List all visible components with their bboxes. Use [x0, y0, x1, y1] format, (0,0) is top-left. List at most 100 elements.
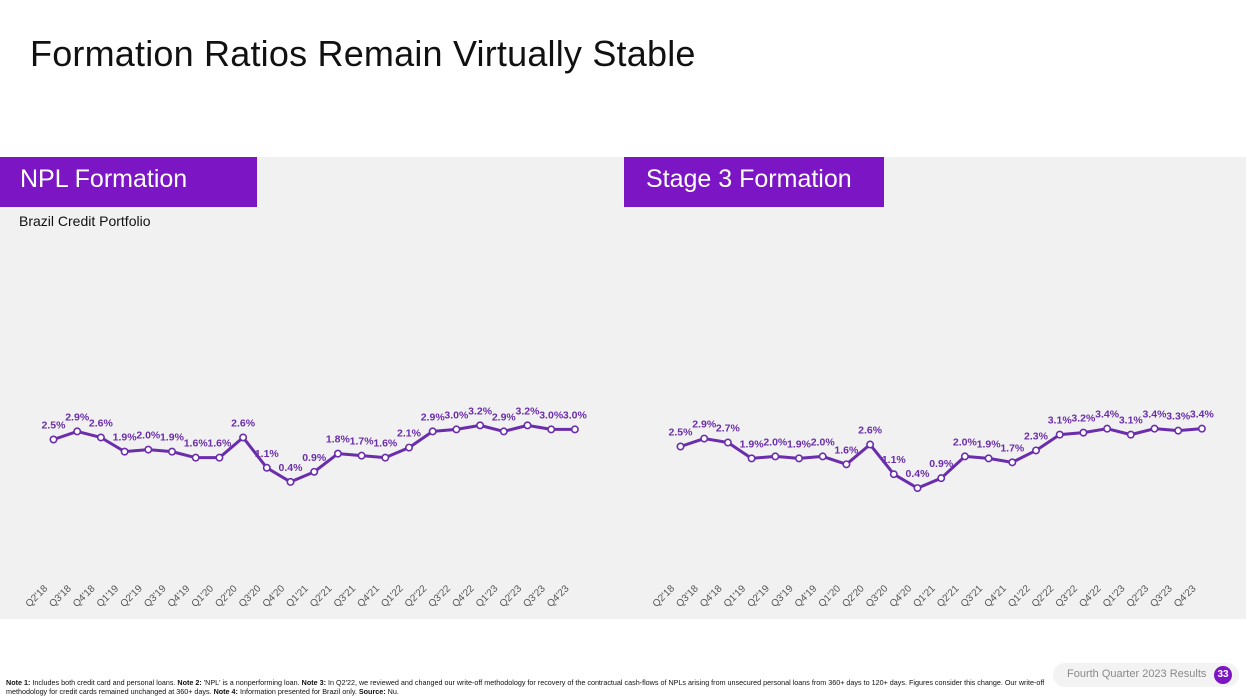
data-point: [476, 421, 485, 430]
data-label: 2.9%: [65, 411, 90, 423]
data-label: 1.9%: [160, 432, 185, 444]
x-tick-label: Q1'21: [284, 583, 311, 610]
x-tick-label: Q3'22: [1054, 583, 1081, 610]
x-tick-label: Q3'22: [427, 583, 454, 610]
data-point: [499, 427, 508, 436]
data-point: [96, 433, 105, 442]
data-label: 1.6%: [207, 438, 232, 450]
data-label: 1.7%: [1000, 442, 1025, 454]
data-point: [381, 453, 390, 462]
data-point: [570, 425, 579, 434]
data-point: [960, 452, 969, 461]
x-tick-label: Q1'23: [1101, 583, 1128, 610]
x-tick-label: Q1'22: [1006, 583, 1033, 610]
x-tick-label: Q2'21: [308, 583, 335, 610]
data-point: [215, 453, 224, 462]
x-tick-label: Q3'19: [769, 583, 796, 610]
x-tick-label: Q4'19: [166, 583, 193, 610]
data-label: 2.5%: [669, 427, 694, 439]
x-tick-label: Q4'23: [1172, 583, 1199, 610]
x-tick-label: Q2'23: [498, 583, 525, 610]
data-point: [700, 434, 709, 443]
data-point: [1055, 430, 1064, 439]
data-label: 1.1%: [255, 448, 280, 460]
data-point: [404, 443, 413, 452]
data-label: 3.1%: [1048, 415, 1073, 427]
x-tick-label: Q3'20: [864, 583, 891, 610]
x-tick-label: Q4'22: [450, 583, 477, 610]
chart-panel-background: [0, 157, 1246, 619]
data-point: [842, 460, 851, 469]
data-point: [262, 463, 271, 472]
data-label: 0.9%: [929, 458, 954, 470]
data-label: 2.0%: [136, 430, 161, 442]
data-label: 2.0%: [953, 436, 978, 448]
x-tick-label: Q2'23: [1125, 583, 1152, 610]
data-point: [889, 470, 898, 479]
data-label: 3.2%: [516, 405, 541, 417]
data-label: 1.8%: [326, 434, 351, 446]
data-label: 3.0%: [539, 409, 564, 421]
data-point: [1126, 430, 1135, 439]
x-tick-label: Q4'18: [71, 583, 98, 610]
x-tick-label: Q3'23: [1148, 583, 1175, 610]
data-point: [73, 427, 82, 436]
x-tick-label: Q4'21: [355, 583, 382, 610]
data-label: 3.3%: [1166, 411, 1191, 423]
x-tick-label: Q1'23: [474, 583, 501, 610]
x-tick-label: Q2'18: [651, 583, 678, 610]
data-label: 1.9%: [977, 438, 1002, 450]
data-point: [286, 477, 295, 486]
data-point: [428, 427, 437, 436]
data-point: [49, 435, 58, 444]
stage3-formation-chart: 2.5%2.9% 2.7%1.9% 2.0% 1.9% 2.0%1.6%2.6%1.1%…: [651, 409, 1215, 610]
data-point: [523, 421, 532, 430]
data-point: [723, 438, 732, 447]
data-point: [191, 453, 200, 462]
x-tick-label: Q4'20: [888, 583, 915, 610]
data-point: [818, 452, 827, 461]
data-label: 2.9%: [421, 411, 446, 423]
data-point: [866, 440, 875, 449]
data-label: 3.1%: [1119, 415, 1144, 427]
data-point: [239, 433, 248, 442]
data-label: 2.0%: [763, 436, 788, 448]
x-tick-label: Q4'19: [793, 583, 820, 610]
x-tick-label: Q4'22: [1077, 583, 1104, 610]
data-point: [452, 425, 461, 434]
data-point: [168, 447, 177, 456]
npl-formation-title: NPL Formation: [0, 157, 257, 207]
data-label: 0.9%: [302, 452, 327, 464]
x-tick-label: Q1'19: [95, 583, 122, 610]
data-point: [1150, 424, 1159, 433]
data-point: [771, 452, 780, 461]
x-tick-label: Q2'21: [935, 583, 962, 610]
x-tick-label: Q2'19: [118, 583, 145, 610]
data-label: 2.9%: [692, 419, 717, 431]
data-label: 1.6%: [373, 438, 398, 450]
data-label: 1.9%: [740, 438, 765, 450]
footer-badge: Fourth Quarter 2023 Results 33: [1053, 663, 1239, 687]
data-point: [547, 425, 556, 434]
footer-label: Fourth Quarter 2023 Results: [1067, 668, 1207, 680]
data-point: [120, 447, 129, 456]
data-point: [1174, 426, 1183, 435]
data-label: 3.4%: [1190, 409, 1215, 421]
x-tick-label: Q1'22: [379, 583, 406, 610]
data-point: [984, 454, 993, 463]
data-point: [1008, 458, 1017, 467]
data-point: [913, 484, 922, 493]
data-point: [1031, 446, 1040, 455]
data-label: 1.6%: [834, 444, 859, 456]
data-point: [937, 474, 946, 483]
x-tick-label: Q1'20: [817, 583, 844, 610]
x-tick-label: Q4'20: [261, 583, 288, 610]
data-point: [1197, 424, 1206, 433]
x-tick-label: Q1'19: [722, 583, 749, 610]
data-label: 3.0%: [563, 409, 588, 421]
x-tick-label: Q3'23: [521, 583, 548, 610]
data-point: [1079, 428, 1088, 437]
x-tick-label: Q4'23: [545, 583, 572, 610]
x-tick-label: Q3'18: [674, 583, 701, 610]
data-label: 2.0%: [811, 436, 836, 448]
